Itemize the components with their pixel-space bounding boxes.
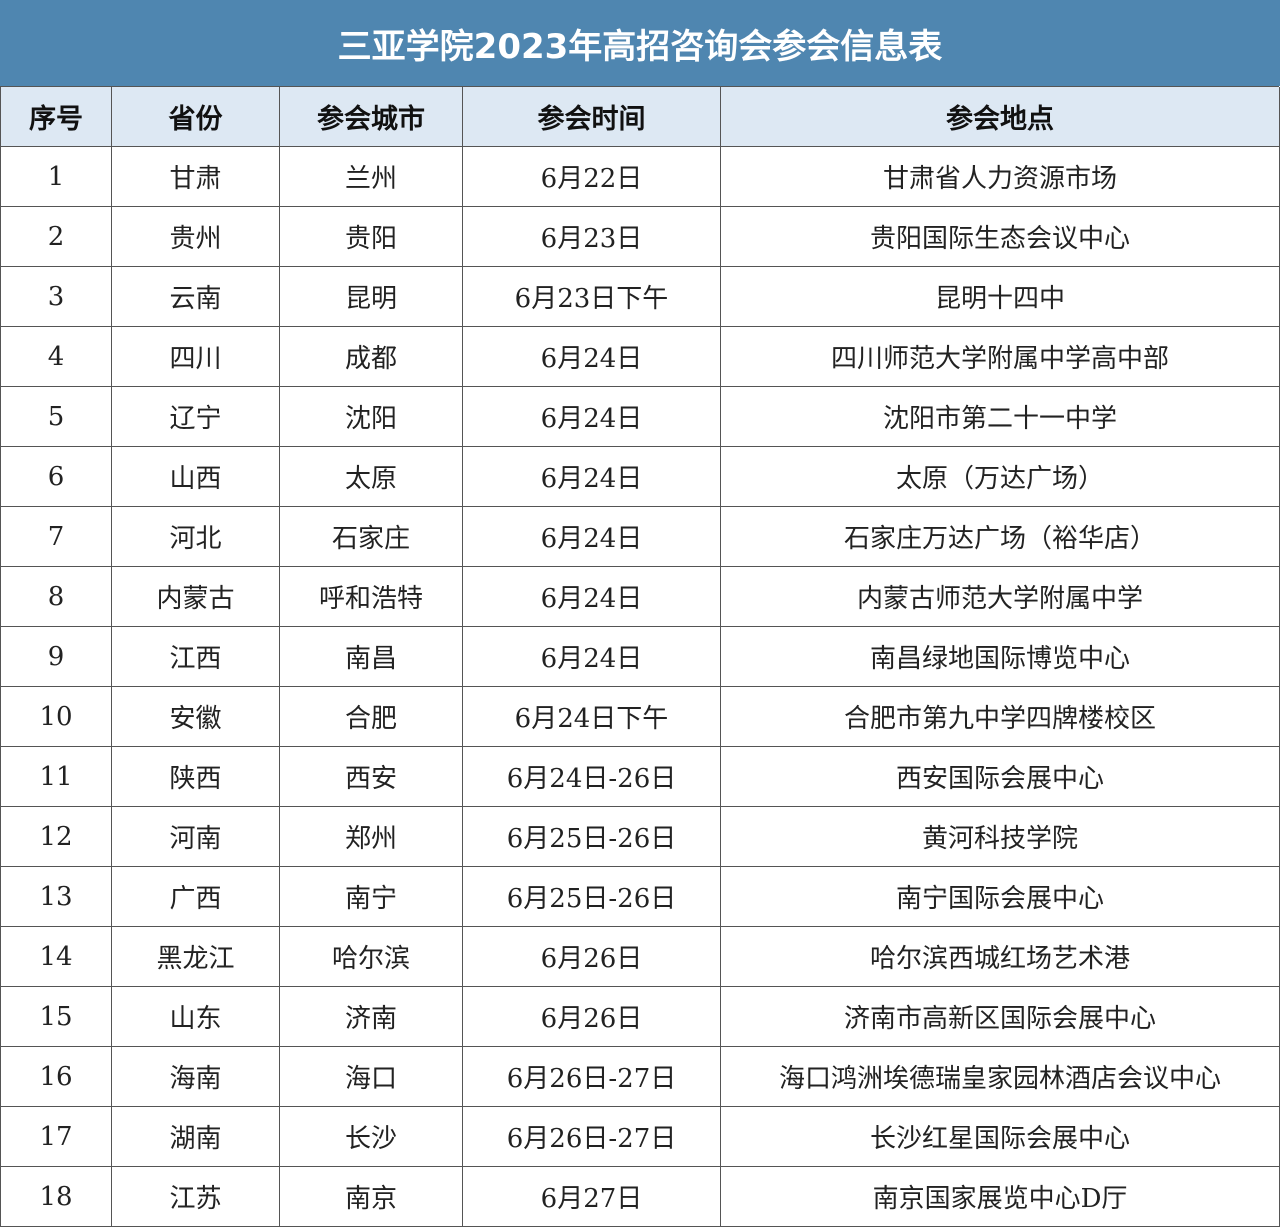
table-cell: 南宁国际会展中心 [721,867,1280,927]
table-cell: 9 [1,627,112,687]
table-cell: 4 [1,327,112,387]
table-cell: 18 [1,1167,112,1227]
table-cell: 黄河科技学院 [721,807,1280,867]
table-cell: 南昌 [280,627,463,687]
column-header: 参会时间 [463,87,721,147]
table-cell: 昆明 [280,267,463,327]
table-cell: 河南 [112,807,280,867]
table: 序号 省份 参会城市 参会时间 参会地点 1 甘肃 兰州 6月22日 甘肃省人力资源市场 2 贵州 贵阳… [0,86,1280,1227]
table-cell: 安徽 [112,687,280,747]
table-cell: 南昌绿地国际博览中心 [721,627,1280,687]
table-cell: 石家庄 [280,507,463,567]
table-cell: 海口 [280,1047,463,1107]
table-cell: 云南 [112,267,280,327]
table-cell: 山东 [112,987,280,1047]
table-cell: 甘肃省人力资源市场 [721,147,1280,207]
table-cell: 贵州 [112,207,280,267]
table-cell: 四川 [112,327,280,387]
table-cell: 12 [1,807,112,867]
table-cell: 6月24日 [463,627,721,687]
table-cell: 辽宁 [112,387,280,447]
column-header: 省份 [112,87,280,147]
table-cell: 沈阳市第二十一中学 [721,387,1280,447]
table-cell: 贵阳 [280,207,463,267]
table-cell: 6月25日-26日 [463,867,721,927]
table-cell: 合肥市第九中学四牌楼校区 [721,687,1280,747]
table-cell: 2 [1,207,112,267]
table-cell: 6月24日 [463,447,721,507]
table-cell: 6月23日下午 [463,267,721,327]
table-cell: 13 [1,867,112,927]
table-cell: 10 [1,687,112,747]
table-cell: 16 [1,1047,112,1107]
table-cell: 太原（万达广场） [721,447,1280,507]
table-cell: 湖南 [112,1107,280,1167]
table-cell: 6 [1,447,112,507]
table-cell: 河北 [112,507,280,567]
table-cell: 15 [1,987,112,1047]
table-cell: 8 [1,567,112,627]
table-cell: 1 [1,147,112,207]
table-cell: 5 [1,387,112,447]
table-cell: 长沙 [280,1107,463,1167]
table-cell: 内蒙古 [112,567,280,627]
column-header: 参会城市 [280,87,463,147]
table-cell: 17 [1,1107,112,1167]
table-cell: 海口鸿洲埃德瑞皇家园林酒店会议中心 [721,1047,1280,1107]
table-cell: 内蒙古师范大学附属中学 [721,567,1280,627]
table-cell: 西安国际会展中心 [721,747,1280,807]
table-cell: 6月24日 [463,387,721,447]
table-title: 三亚学院2023年高招咨询会参会信息表 [0,0,1280,86]
table-cell: 南京 [280,1167,463,1227]
table-cell: 哈尔滨 [280,927,463,987]
table-cell: 11 [1,747,112,807]
table-cell: 济南市高新区国际会展中心 [721,987,1280,1047]
table-cell: 合肥 [280,687,463,747]
table-cell: 7 [1,507,112,567]
table-cell: 济南 [280,987,463,1047]
table-cell: 6月26日-27日 [463,1107,721,1167]
table-cell: 6月24日下午 [463,687,721,747]
table-cell: 江苏 [112,1167,280,1227]
table-cell: 6月24日 [463,507,721,567]
table-cell: 甘肃 [112,147,280,207]
table-cell: 长沙红星国际会展中心 [721,1107,1280,1167]
table-cell: 6月24日 [463,327,721,387]
table-cell: 昆明十四中 [721,267,1280,327]
table-cell: 6月27日 [463,1167,721,1227]
table-cell: 6月22日 [463,147,721,207]
table-cell: 石家庄万达广场（裕华店） [721,507,1280,567]
table-cell: 6月23日 [463,207,721,267]
table-cell: 西安 [280,747,463,807]
table-cell: 郑州 [280,807,463,867]
table-cell: 南京国家展览中心D厅 [721,1167,1280,1227]
table-cell: 3 [1,267,112,327]
table-cell: 14 [1,927,112,987]
table-cell: 山西 [112,447,280,507]
table-cell: 四川师范大学附属中学高中部 [721,327,1280,387]
table-cell: 江西 [112,627,280,687]
table-cell: 6月26日 [463,927,721,987]
table-cell: 太原 [280,447,463,507]
column-header: 参会地点 [721,87,1280,147]
table-cell: 兰州 [280,147,463,207]
table-cell: 6月24日 [463,567,721,627]
column-header: 序号 [1,87,112,147]
table-cell: 6月26日-27日 [463,1047,721,1107]
table-cell: 呼和浩特 [280,567,463,627]
table-cell: 6月25日-26日 [463,807,721,867]
table-cell: 南宁 [280,867,463,927]
table-cell: 沈阳 [280,387,463,447]
table-cell: 6月24日-26日 [463,747,721,807]
table-cell: 海南 [112,1047,280,1107]
table-cell: 陕西 [112,747,280,807]
table-cell: 成都 [280,327,463,387]
table-cell: 广西 [112,867,280,927]
table-cell: 黑龙江 [112,927,280,987]
table-cell: 6月26日 [463,987,721,1047]
table-cell: 哈尔滨西城红场艺术港 [721,927,1280,987]
table-cell: 贵阳国际生态会议中心 [721,207,1280,267]
